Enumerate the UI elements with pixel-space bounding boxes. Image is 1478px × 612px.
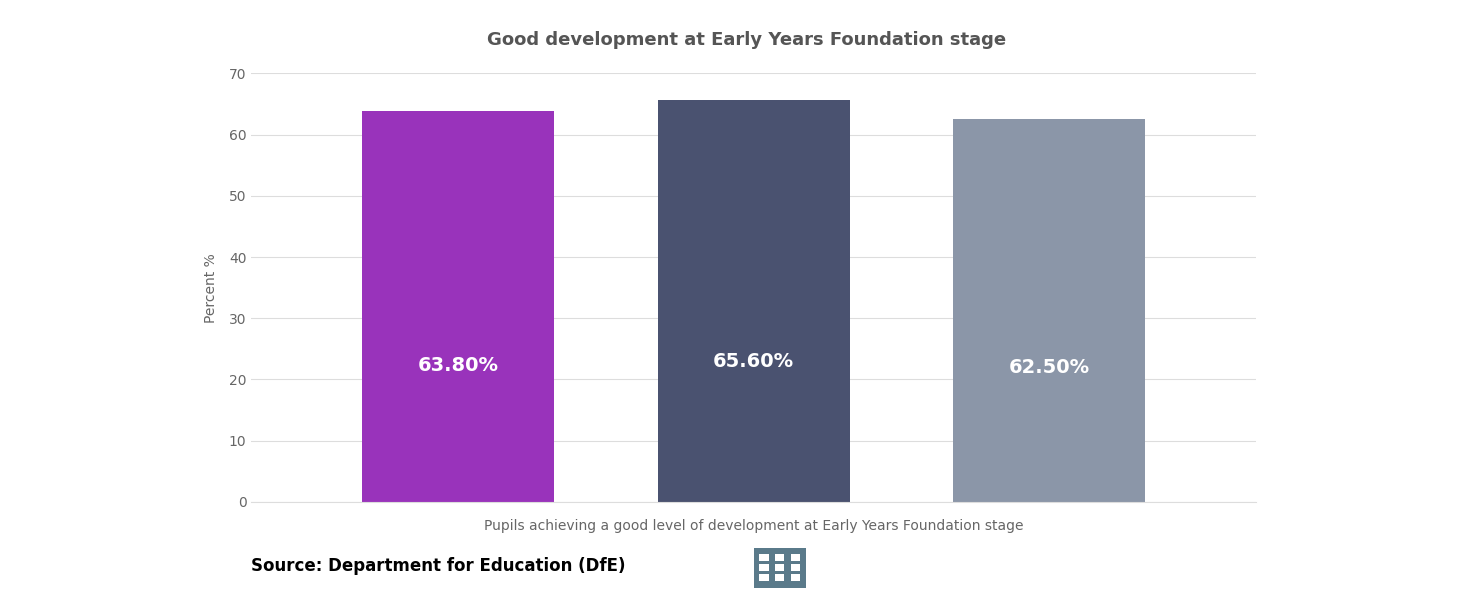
Bar bbox=[760, 564, 769, 571]
Bar bbox=[791, 554, 800, 561]
Bar bbox=[760, 574, 769, 581]
Text: 62.50%: 62.50% bbox=[1009, 359, 1089, 378]
Text: Good development at Early Years Foundation stage: Good development at Early Years Foundati… bbox=[486, 31, 1007, 48]
Bar bbox=[953, 119, 1145, 502]
Bar bbox=[774, 574, 785, 581]
Bar bbox=[791, 564, 800, 571]
Bar bbox=[362, 111, 554, 502]
Bar bbox=[760, 554, 769, 561]
Text: 63.80%: 63.80% bbox=[418, 356, 498, 375]
X-axis label: Pupils achieving a good level of development at Early Years Foundation stage: Pupils achieving a good level of develop… bbox=[483, 518, 1024, 532]
Bar bbox=[774, 564, 785, 571]
Bar bbox=[658, 100, 850, 502]
Bar bbox=[774, 554, 785, 561]
Y-axis label: Percent %: Percent % bbox=[204, 253, 217, 323]
Text: Source: Department for Education (DfE): Source: Department for Education (DfE) bbox=[251, 558, 625, 575]
Bar bbox=[791, 574, 800, 581]
Text: 65.60%: 65.60% bbox=[714, 352, 794, 371]
Legend: Wallasey, Prenton, Pensby and Thingwall: Wallasey, Prenton, Pensby and Thingwall bbox=[545, 0, 962, 1]
